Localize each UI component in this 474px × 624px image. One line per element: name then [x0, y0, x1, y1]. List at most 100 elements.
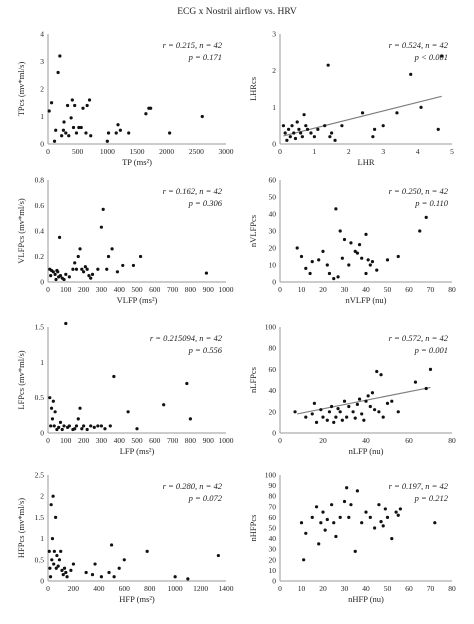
y-tick-label: 50 [269, 193, 277, 202]
data-point [293, 136, 298, 141]
x-tick-label: 2500 [189, 147, 204, 156]
data-point [310, 412, 314, 416]
data-point [58, 54, 62, 58]
data-point [340, 418, 344, 422]
x-tick-label: 40 [362, 285, 370, 294]
data-point [370, 391, 375, 395]
trend-line [297, 386, 431, 415]
data-point [288, 135, 292, 139]
y-tick-label: 20 [269, 244, 277, 253]
data-point [424, 386, 428, 391]
data-point [82, 270, 86, 274]
data-point [334, 534, 338, 539]
data-point [370, 260, 375, 264]
data-point [323, 528, 327, 532]
x-tick-label: 200 [78, 436, 90, 445]
y-tick-label: 0 [272, 140, 276, 149]
data-point [309, 131, 313, 135]
data-point [57, 558, 62, 562]
data-point [353, 249, 357, 253]
data-point [200, 114, 204, 119]
data-point [216, 553, 220, 558]
x-tick-label: 200 [68, 584, 80, 593]
y-tick-label: 2 [272, 66, 276, 75]
data-point [310, 515, 314, 520]
x-tick-label: 1000 [219, 436, 234, 445]
stats-annotation: p < 0.001 [414, 52, 448, 62]
data-point [62, 424, 66, 428]
data-point [302, 113, 306, 117]
data-point [299, 521, 304, 525]
data-point [349, 241, 353, 245]
x-axis-title: TP (ms²) [122, 157, 152, 167]
x-tick-label: 500 [131, 285, 143, 294]
data-point [74, 424, 79, 428]
x-axis-title: LHR [358, 157, 375, 167]
data-point [71, 125, 76, 130]
data-point [108, 424, 112, 428]
x-tick-label: 0 [46, 147, 50, 156]
data-point [371, 135, 375, 139]
data-point [334, 207, 338, 211]
data-point [64, 131, 68, 135]
data-point [90, 573, 95, 577]
x-tick-label: 3 [381, 147, 385, 156]
data-point [85, 103, 89, 108]
data-point [347, 515, 351, 520]
y-tick-label: 40 [269, 534, 277, 543]
x-tick-label: 700 [167, 285, 179, 294]
data-point [89, 134, 93, 138]
data-point [135, 427, 139, 431]
data-point [52, 424, 56, 428]
data-point [312, 401, 316, 405]
data-point [338, 229, 342, 233]
x-tick-label: 600 [119, 584, 131, 593]
data-point [69, 116, 73, 120]
data-point [287, 127, 291, 131]
data-point [334, 415, 338, 419]
data-point [299, 131, 303, 135]
x-tick-label: 500 [72, 147, 84, 156]
data-point [373, 408, 377, 412]
x-tick-label: 300 [96, 285, 108, 294]
y-tick-label: 20 [269, 555, 277, 564]
data-point [317, 542, 321, 546]
data-point [122, 558, 126, 562]
data-point [54, 277, 58, 282]
data-point [353, 549, 357, 553]
data-point [373, 127, 377, 131]
stats-annotation: r = 0.162, n = 42 [163, 186, 223, 196]
x-tick-label: 1200 [193, 584, 208, 593]
y-tick-label: 0 [40, 577, 44, 586]
data-point [162, 403, 166, 407]
data-point [360, 256, 364, 260]
data-point [314, 420, 319, 424]
x-tick-label: 70 [427, 584, 435, 593]
data-point [345, 415, 349, 419]
data-point [49, 101, 54, 105]
data-point [440, 54, 444, 58]
data-point [385, 258, 390, 262]
data-point [342, 399, 347, 403]
data-point [51, 270, 55, 274]
data-point [368, 404, 372, 409]
y-tick-label: 0.4 [35, 227, 45, 236]
data-point [67, 134, 71, 138]
data-point [396, 410, 400, 414]
data-point [55, 553, 59, 558]
x-axis-title: nVLFP (nu) [345, 295, 386, 305]
y-tick-label: 4 [40, 30, 44, 39]
y-tick-label: 2 [40, 492, 44, 501]
chart-nvlf: 0 10 20 30 40 50 60 70 80 0 10 20 30 40 50 60 nVLFP (nu)… [248, 176, 456, 306]
data-point [362, 418, 366, 422]
x-tick-label: 0 [46, 584, 50, 593]
data-point [78, 406, 82, 410]
y-tick-label: 100 [265, 471, 277, 480]
y-axis-title: LHRcs [248, 77, 258, 101]
data-point [110, 247, 114, 251]
data-point [349, 503, 353, 507]
y-tick-label: 0.2 [35, 252, 45, 261]
data-point [64, 321, 68, 326]
